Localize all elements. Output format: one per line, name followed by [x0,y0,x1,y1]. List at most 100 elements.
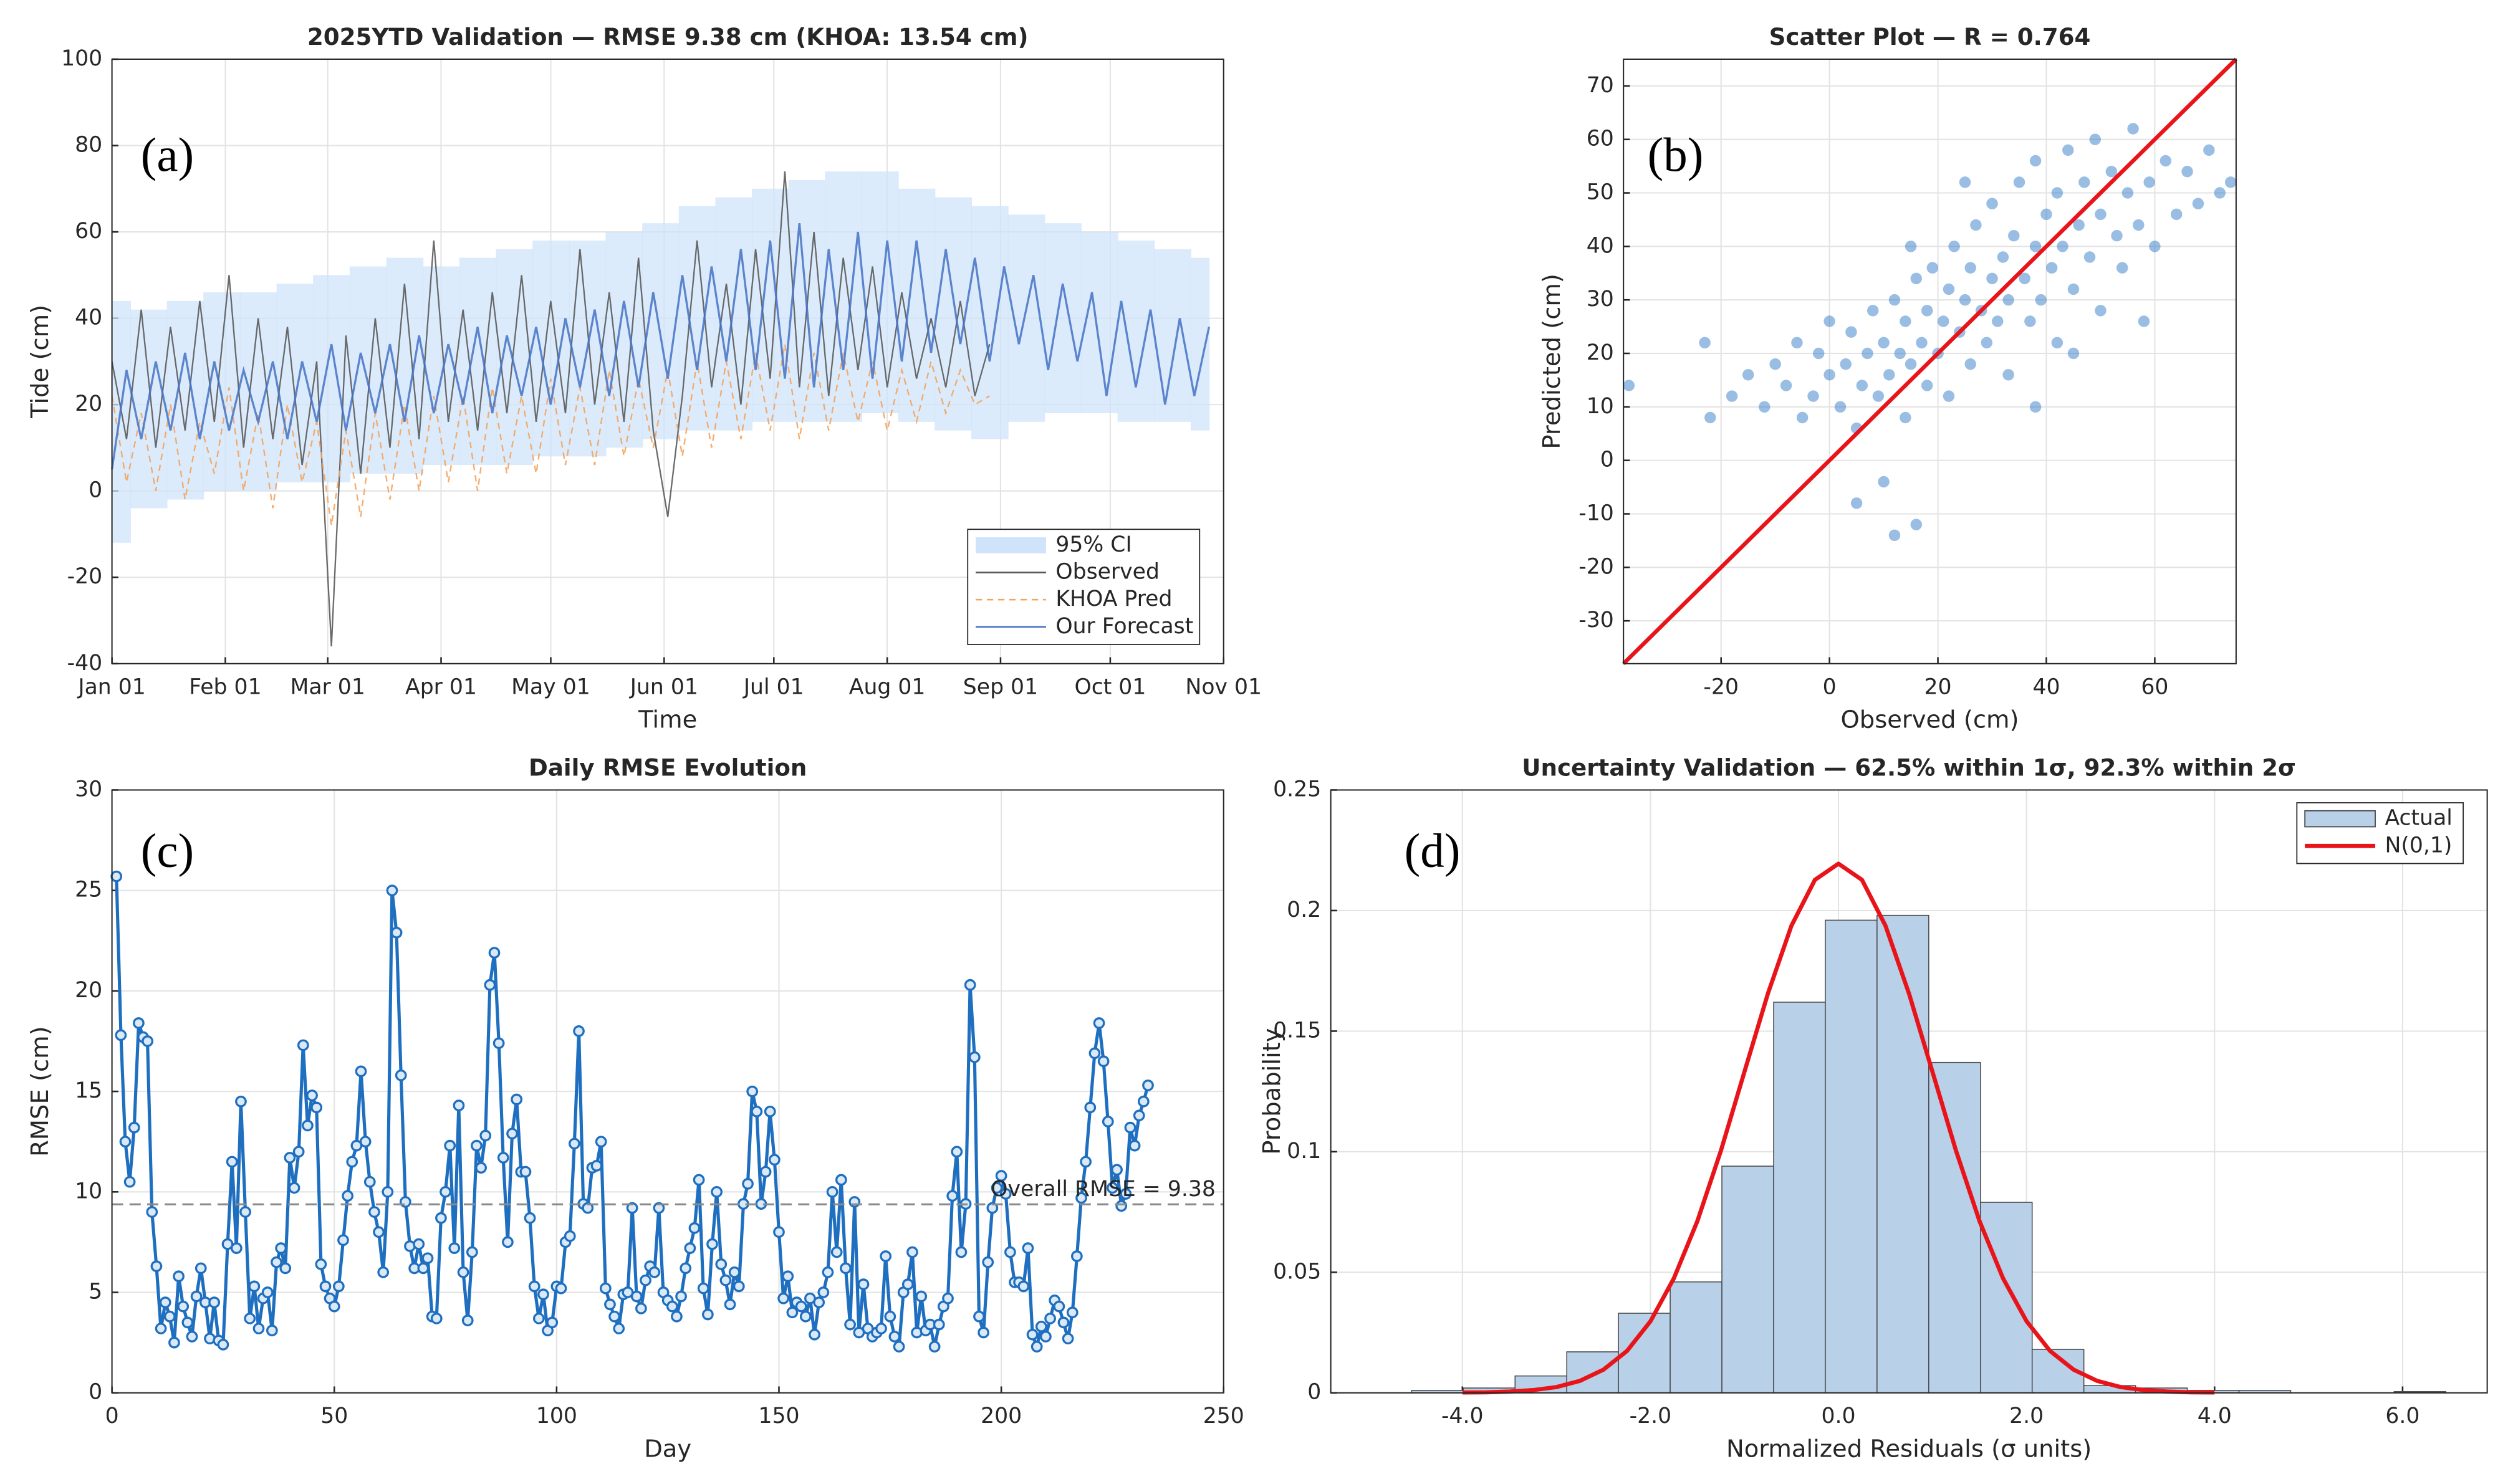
scatter-point [2078,176,2090,188]
rmse-marker [297,1039,309,1051]
rmse-marker [390,927,403,939]
rmse-marker [230,1242,243,1254]
scatter-point [2062,144,2074,156]
histogram-bar [1876,914,1929,1394]
scatter-point [2045,262,2058,274]
ci-band [971,206,1009,439]
rmse-marker [475,1162,487,1174]
scatter-point [2024,315,2036,327]
y-tick-label: 0 [1600,448,1614,472]
x-tick-label: Jan 01 [77,674,145,699]
rmse-marker [359,1136,372,1148]
rmse-marker [777,1292,789,1304]
scatter-point [1943,283,1955,295]
y-tick-label: 0 [1307,1380,1321,1405]
scatter-point [1867,305,1879,317]
ci-band [1154,249,1191,422]
rmse-marker [893,1341,905,1352]
rmse-marker [706,1238,718,1250]
rmse-marker [702,1308,714,1321]
scatter-point [2019,272,2030,285]
rmse-marker [968,1051,981,1063]
scatter-point [1905,241,1917,252]
rmse-marker [901,1278,914,1290]
rmse-marker [973,1310,985,1323]
rmse-marker [986,1202,999,1214]
rmse-marker [506,1127,518,1140]
ci-band [1044,223,1082,413]
x-tick-label: 4.0 [2198,1404,2232,1429]
rmse-marker [759,1166,772,1178]
rmse-marker [671,1310,683,1323]
rmse-marker [271,1256,282,1268]
legend-label: 95% CI [1055,532,1131,557]
series-line [111,171,991,647]
rmse-marker [590,1160,603,1172]
scatter-point [2008,229,2020,242]
rmse-marker [764,1105,776,1118]
x-tick-label: -4.0 [1441,1404,1484,1429]
chart-title: Daily RMSE Evolution [529,754,807,782]
ci-band [130,309,168,509]
x-tick-label: -2.0 [1630,1404,1672,1429]
scatter-point [1878,337,1890,349]
y-tick-label: 0.05 [1273,1259,1321,1284]
scatter-point [2192,198,2204,209]
rmse-marker [564,1230,576,1242]
x-tick-label: 20 [1924,674,1952,699]
rmse-marker [608,1310,620,1323]
rmse-marker [1120,1188,1132,1200]
rmse-marker [413,1238,425,1250]
y-tick-label: 10 [1587,394,1614,419]
scatter-point [2051,187,2064,199]
panel-letter: (b) [1648,128,1704,181]
rmse-marker [1026,1328,1039,1341]
rmse-marker [724,1298,736,1311]
rmse-marker [1111,1164,1123,1176]
scatter-point [1726,390,1738,402]
rmse-marker [680,1262,692,1275]
y-tick-label: 20 [1587,340,1614,365]
ci-band [532,240,570,457]
y-tick-label: 20 [75,391,102,416]
rmse-marker [653,1202,665,1214]
scatter-point [2095,208,2107,221]
rmse-marker [368,1206,380,1218]
y-tick-label: 60 [1587,127,1614,151]
y-axis-label: Predicted (cm) [1538,274,1566,449]
x-tick-label: -20 [1703,674,1739,699]
scatter-point [1840,358,1852,370]
rmse-marker [742,1178,754,1190]
rmse-marker [933,1318,945,1331]
panel: -20 0 20 40 60 -30 -20 -10 0 10 20 30 40 50 60 70 Scatte… [1538,23,2238,734]
rmse-marker [279,1262,292,1275]
rmse-marker [982,1256,994,1268]
histogram-bar [1721,1166,1774,1394]
rmse-marker [546,1316,559,1329]
rmse-marker [310,1101,323,1114]
rmse-marker [1084,1101,1097,1114]
rmse-marker [163,1310,176,1323]
rmse-marker [453,1099,465,1112]
y-tick-label: 0 [89,478,102,503]
rmse-marker [888,1331,901,1343]
scatter-point [2160,155,2172,167]
scatter-point [1759,401,1770,413]
rmse-marker [190,1290,203,1303]
rmse-marker [524,1212,536,1224]
scatter-point [1780,380,1792,391]
rmse-marker [573,1025,585,1037]
rmse-marker [1022,1242,1034,1254]
rmse-marker [342,1190,353,1202]
rmse-marker [417,1262,430,1275]
rmse-marker [252,1323,265,1334]
x-tick-label: Apr 01 [405,674,477,699]
x-tick-label: Mar 01 [290,674,365,699]
y-tick-label: 80 [75,132,102,157]
rmse-marker [844,1318,856,1331]
rmse-marker [813,1296,825,1309]
x-tick-label: Jun 01 [629,674,698,699]
rmse-marker [337,1234,349,1247]
rmse-marker [306,1089,318,1101]
